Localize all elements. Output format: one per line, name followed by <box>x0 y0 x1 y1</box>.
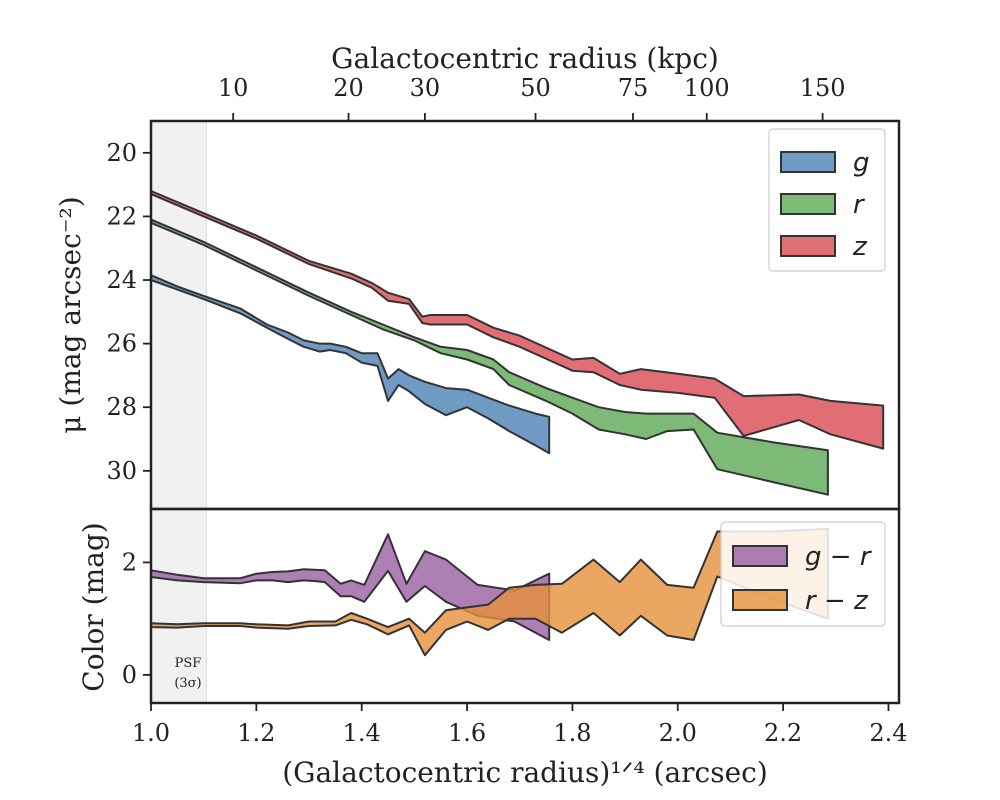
bottom-panel: 0 2 1.0 1.2 1.4 1.6 1.8 2.0 2.2 2.4 g − r r − z PS… <box>77 507 908 789</box>
top-y-axis-title: μ (mag arcsec⁻²) <box>54 196 87 433</box>
bottom-axes-frame <box>149 507 901 705</box>
top-x-tick-label: 75 <box>618 74 649 102</box>
psf-shaded-region-bottom <box>151 509 207 703</box>
series-band-top-z <box>150 190 885 450</box>
bottom-x-tick-label: 2.4 <box>869 719 907 747</box>
top-x-tick-label: 50 <box>520 74 551 102</box>
bottom-x-tick-label: 2.2 <box>764 719 802 747</box>
bottom-legend-swatch <box>732 589 788 611</box>
bottom-axes-group: 0 2 1.0 1.2 1.4 1.6 1.8 2.0 2.2 2.4 <box>122 507 908 747</box>
top-series-group <box>150 190 885 496</box>
series-band-top-r <box>150 218 829 496</box>
top-legend-swatch <box>780 193 836 215</box>
bottom-y-tick-label: 2 <box>122 548 137 576</box>
bottom-y-tick-label: 0 <box>122 661 137 689</box>
psf-shaded-region-top <box>151 121 207 509</box>
bottom-x-tick-label: 2.0 <box>659 719 697 747</box>
top-x-tick-label: 10 <box>218 74 249 102</box>
top-x-tick-label: 100 <box>684 74 730 102</box>
psf-shade-rect-bottom <box>151 509 207 703</box>
series-band-top-g <box>150 274 551 455</box>
top-legend-label: g <box>853 148 870 178</box>
top-x-tick-label: 150 <box>800 74 846 102</box>
psf-shade-rect-top <box>151 121 207 509</box>
bottom-x-tick-label: 1.0 <box>132 719 170 747</box>
top-panel: 20 22 24 26 28 30 10 20 30 50 75 100 150 grz Galacto… <box>54 42 901 511</box>
bottom-x-axis-title: (Galactocentric radius)¹ᐟ⁴ (arcsec) <box>282 756 768 789</box>
bottom-legend: g − r r − z <box>720 521 886 627</box>
bottom-x-tick-label: 1.2 <box>237 719 275 747</box>
psf-annotation-line2: (3σ) <box>174 676 201 691</box>
bottom-y-axis-title: Color (mag) <box>77 522 110 691</box>
top-y-tick-label: 26 <box>106 330 137 358</box>
top-legend-label: z <box>852 232 868 262</box>
top-axes-group: 20 22 24 26 28 30 10 20 30 50 75 100 150 <box>106 74 901 511</box>
top-y-tick-label: 28 <box>106 393 137 421</box>
top-y-tick-label: 22 <box>106 202 137 230</box>
top-x-tick-label: 30 <box>410 74 441 102</box>
bottom-x-tick-label: 1.4 <box>343 719 381 747</box>
top-legend-label: r <box>853 190 866 220</box>
top-legend-swatch <box>780 235 836 257</box>
top-y-tick-label: 20 <box>106 139 137 167</box>
series-band-bottom-0 <box>150 533 551 641</box>
top-axis-title: Galactocentric radius (kpc) <box>331 42 719 75</box>
bottom-legend-label: g − r <box>805 542 873 572</box>
bottom-legend-swatch <box>732 545 788 567</box>
psf-annotation-line1: PSF <box>175 656 202 671</box>
top-x-tick-label: 20 <box>333 74 364 102</box>
bottom-legend-label: r − z <box>805 586 869 616</box>
top-legend-swatch <box>780 151 836 173</box>
top-legend: grz <box>768 128 886 272</box>
bottom-x-tick-label: 1.6 <box>448 719 486 747</box>
bottom-x-tick-label: 1.8 <box>553 719 591 747</box>
top-y-tick-label: 30 <box>106 457 137 485</box>
top-y-tick-label: 24 <box>106 266 137 294</box>
